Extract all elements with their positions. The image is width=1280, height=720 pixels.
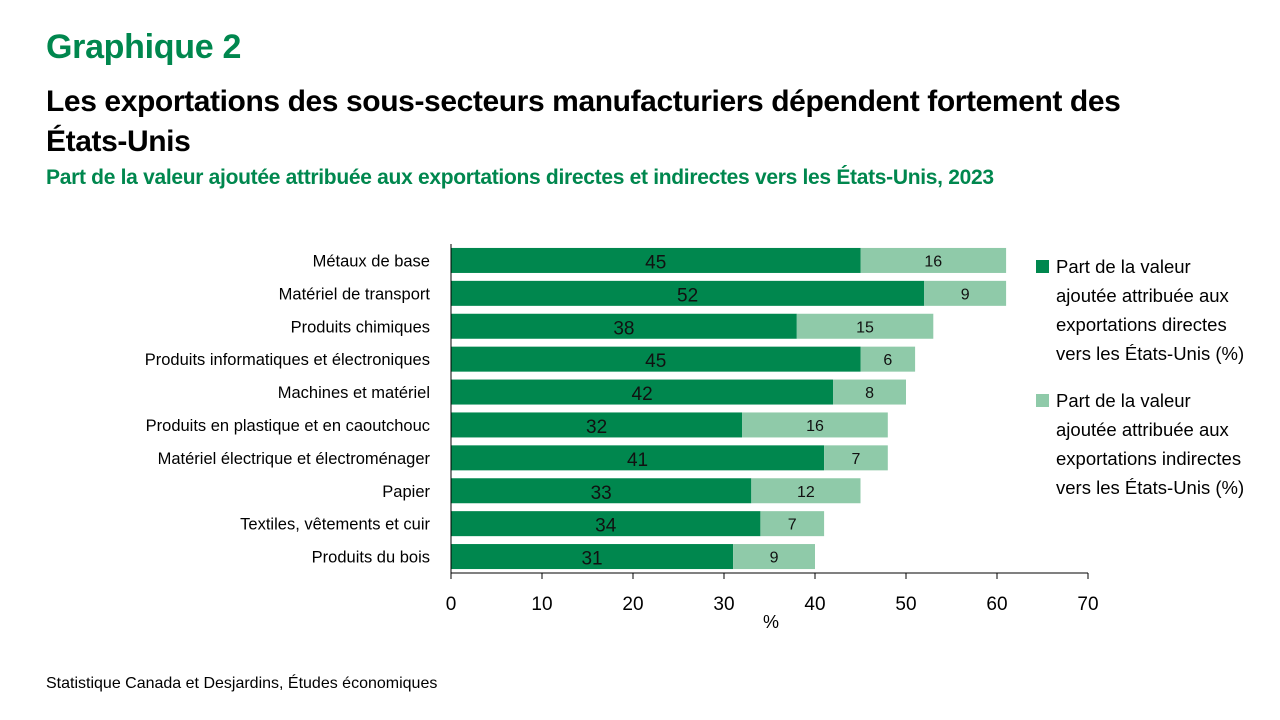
bar-direct — [451, 379, 834, 405]
legend-swatch-direct — [1036, 260, 1049, 273]
legend-item-indirect: Part de la valeur ajoutée attribuée aux … — [1036, 386, 1256, 502]
bar-direct — [451, 280, 925, 306]
bar-indirect — [742, 412, 888, 438]
legend-swatch-indirect — [1036, 394, 1049, 407]
data-label-direct: 42 — [632, 384, 653, 405]
data-label-indirect: 16 — [806, 418, 824, 435]
category-label: Métaux de base — [313, 252, 430, 270]
data-label-indirect: 7 — [788, 517, 797, 534]
category-label: Produits informatiques et électroniques — [145, 351, 430, 369]
data-label-direct: 52 — [677, 285, 698, 306]
bar-indirect — [751, 478, 861, 504]
legend-label-indirect: Part de la valeur ajoutée attribuée aux … — [1056, 390, 1245, 498]
data-label-indirect: 16 — [924, 253, 942, 270]
data-label-indirect: 7 — [851, 451, 860, 468]
category-label: Matériel électrique et électroménager — [158, 450, 431, 468]
category-label: Produits en plastique et en caoutchouc — [146, 417, 430, 435]
bar-indirect — [796, 313, 934, 339]
bar-indirect — [860, 346, 916, 372]
data-label-direct: 38 — [613, 318, 634, 339]
bar-indirect — [860, 247, 1007, 273]
x-tick-label: 60 — [986, 594, 1007, 615]
source-note: Statistique Canada et Desjardins, Études… — [46, 675, 438, 692]
x-tick-label: 70 — [1077, 594, 1098, 615]
category-label: Produits du bois — [312, 549, 430, 567]
bar-direct — [451, 445, 825, 471]
bar-indirect — [924, 280, 1007, 306]
legend: Part de la valeur ajoutée attribuée aux … — [1036, 252, 1256, 520]
category-label: Matériel de transport — [279, 285, 431, 303]
bar-indirect — [824, 445, 888, 471]
bar-direct — [451, 511, 761, 537]
data-label-direct: 34 — [595, 516, 617, 537]
data-label-indirect: 8 — [865, 385, 874, 402]
category-label: Textiles, vêtements et cuir — [240, 516, 430, 534]
chart-subtitle: Part de la valeur ajoutée attribuée aux … — [46, 166, 994, 189]
x-tick-label: 40 — [804, 594, 825, 615]
legend-item-direct: Part de la valeur ajoutée attribuée aux … — [1036, 252, 1256, 368]
category-label: Produits chimiques — [291, 318, 430, 336]
data-label-direct: 31 — [581, 549, 602, 570]
bar-direct — [451, 478, 752, 504]
x-axis-label: % — [763, 612, 779, 632]
category-label: Papier — [382, 483, 430, 501]
bar-indirect — [760, 511, 825, 537]
data-label-direct: 45 — [645, 351, 666, 372]
x-tick-label: 30 — [713, 594, 734, 615]
data-label-indirect: 15 — [856, 319, 874, 336]
x-tick-label: 50 — [895, 594, 916, 615]
bar-indirect — [833, 379, 906, 405]
bar-direct — [451, 346, 861, 372]
bar-direct — [451, 544, 734, 570]
bar-direct — [451, 247, 861, 273]
data-label-direct: 32 — [586, 417, 607, 438]
data-label-indirect: 9 — [770, 550, 779, 567]
chart-title: Les exportations des sous-secteurs manuf… — [46, 85, 1121, 158]
x-tick-label: 0 — [446, 594, 457, 615]
x-tick-label: 10 — [531, 594, 552, 615]
data-label-indirect: 12 — [797, 484, 815, 501]
bar-indirect — [733, 544, 815, 570]
data-label-indirect: 6 — [883, 352, 892, 369]
legend-label-direct: Part de la valeur ajoutée attribuée aux … — [1056, 256, 1245, 364]
bar-direct — [451, 313, 797, 339]
x-tick-label: 20 — [622, 594, 643, 615]
graph-number-label: Graphique 2 — [46, 28, 242, 66]
data-label-indirect: 9 — [961, 286, 970, 303]
bar-direct — [451, 412, 743, 438]
data-label-direct: 33 — [591, 483, 612, 504]
data-label-direct: 45 — [645, 252, 666, 273]
category-label: Machines et matériel — [278, 384, 430, 402]
data-label-direct: 41 — [627, 450, 648, 471]
